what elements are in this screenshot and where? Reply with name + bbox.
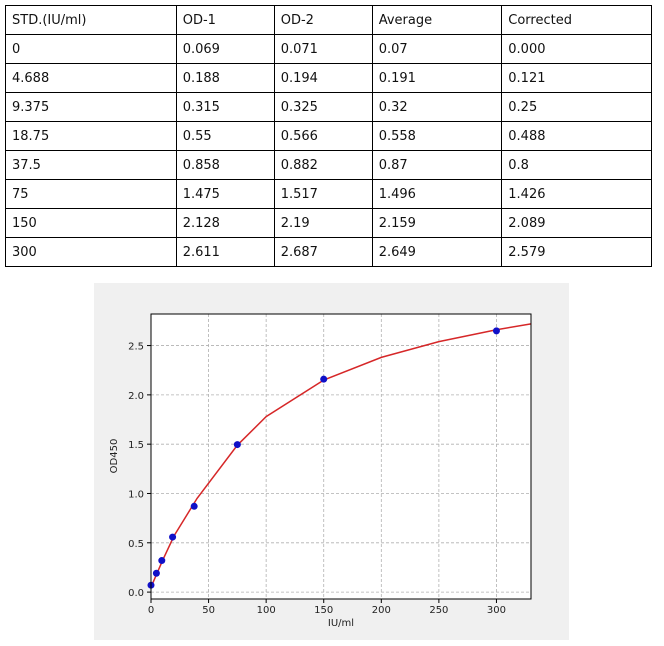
- data-point: [169, 533, 177, 541]
- table-cell: STD.(IU/ml): [5, 5, 177, 35]
- table-cell: 300: [5, 237, 177, 267]
- table-cell: 2.159: [371, 208, 503, 238]
- plot-frame: [150, 313, 532, 600]
- x-tick-label: 50: [202, 605, 215, 616]
- table-cell: 0.191: [371, 63, 503, 93]
- table-cell: 2.089: [501, 208, 652, 238]
- x-tick-label: 100: [257, 605, 276, 616]
- table-cell: 2.687: [273, 237, 373, 267]
- y-axis-label: OD450: [109, 439, 120, 474]
- table-cell: Average: [371, 5, 503, 35]
- data-point: [320, 375, 328, 383]
- table-cell: 0.069: [175, 34, 275, 64]
- table-cell: 9.375: [5, 92, 177, 122]
- table-cell: 0.8: [501, 150, 652, 180]
- table-cell: 0.325: [273, 92, 373, 122]
- table-row: 0 0.069 0.071 0.07 0.000: [5, 34, 652, 64]
- y-tick-label: 0.5: [128, 539, 144, 550]
- table-cell: 150: [5, 208, 177, 238]
- x-tick-label: 250: [429, 605, 448, 616]
- table-cell: OD-1: [175, 5, 275, 35]
- x-tick-label: 200: [372, 605, 391, 616]
- x-tick-label: 300: [487, 605, 506, 616]
- table-cell: 0.558: [371, 121, 503, 151]
- table-cell: 2.649: [371, 237, 503, 267]
- table-cell: 0.194: [273, 63, 373, 93]
- table-cell: 2.611: [175, 237, 275, 267]
- data-point: [158, 557, 166, 565]
- data-point: [492, 327, 500, 335]
- x-tick-label: 150: [314, 605, 333, 616]
- table-row: STD.(IU/ml) OD-1 OD-2 Average Corrected: [5, 5, 652, 35]
- x-axis-label: IU/ml: [328, 618, 354, 629]
- data-table: STD.(IU/ml) OD-1 OD-2 Average Corrected 0 0.06…: [5, 5, 652, 267]
- y-tick-label: 1.5: [128, 440, 144, 451]
- y-tick-label: 2.5: [128, 342, 144, 353]
- table-cell: 2.579: [501, 237, 652, 267]
- table-cell: 0.55: [175, 121, 275, 151]
- data-point: [233, 441, 241, 449]
- data-point: [190, 502, 198, 510]
- table-cell: 0.858: [175, 150, 275, 180]
- table-cell: 1.426: [501, 179, 652, 209]
- table-row: 150 2.128 2.19 2.159 2.089: [5, 208, 652, 238]
- table-row: 300 2.611 2.687 2.649 2.579: [5, 237, 652, 267]
- table-cell: 0.071: [273, 34, 373, 64]
- plot-bg: [151, 314, 531, 599]
- y-tick-label: 0.0: [128, 588, 144, 599]
- table-cell: 75: [5, 179, 177, 209]
- table-cell: 0.32: [371, 92, 503, 122]
- table-cell: 0.87: [371, 150, 503, 180]
- fit-curve: [150, 323, 532, 588]
- table-cell: Corrected: [501, 5, 652, 35]
- y-tick-label: 2.0: [128, 391, 144, 402]
- y-tick-label: 1.0: [128, 489, 144, 500]
- x-tick-label: 0: [148, 605, 154, 616]
- table-row: 9.375 0.315 0.325 0.32 0.25: [5, 92, 652, 122]
- data-point: [152, 569, 160, 577]
